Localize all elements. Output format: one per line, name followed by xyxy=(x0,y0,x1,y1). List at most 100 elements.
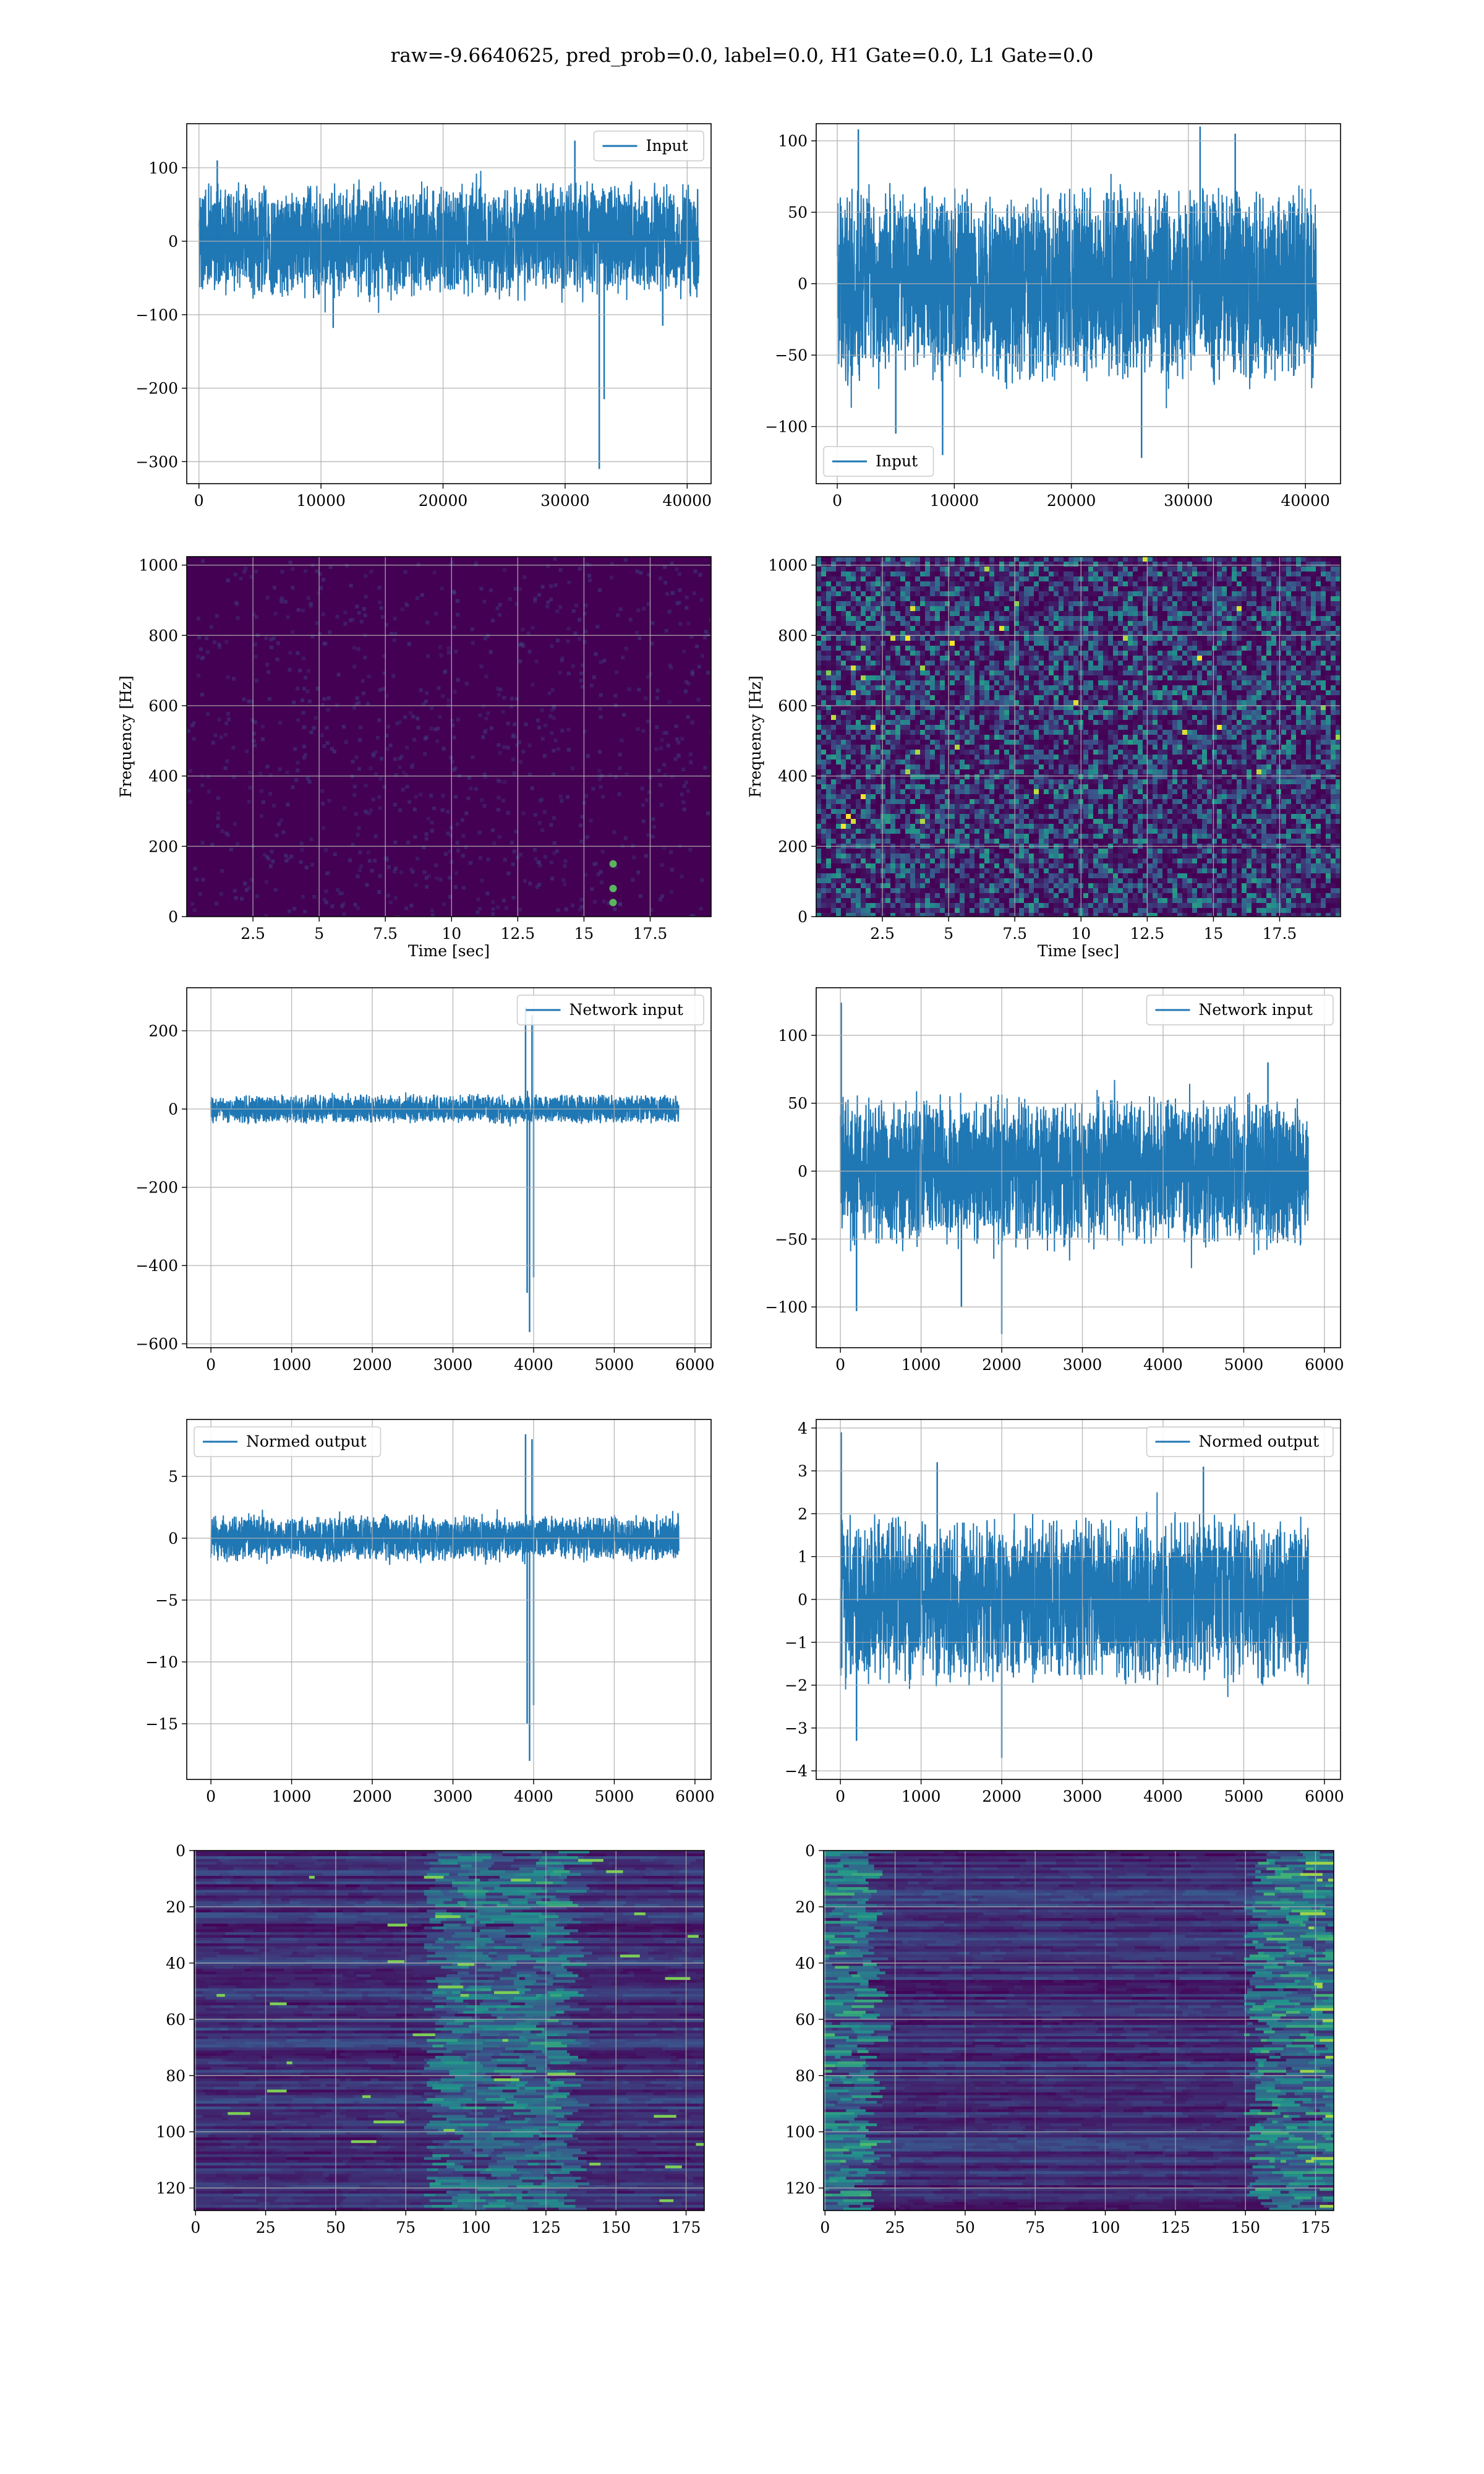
x-tick-label: 5 xyxy=(944,925,953,943)
y-tick-label: 200 xyxy=(778,837,808,855)
y-tick-label: −400 xyxy=(135,1257,178,1275)
y-tick-label: −200 xyxy=(135,1179,178,1197)
ticks: 0 10000 20000 30000 40000 −100 −50 0 50 100 xyxy=(765,132,1330,510)
legend-label: Network input xyxy=(1199,1001,1313,1019)
grid xyxy=(824,1851,1334,2211)
ticks: 0 1000 2000 3000 4000 5000 6000 −4 −3 −2 −1 0 1 2 3 4 xyxy=(785,1419,1344,1805)
x-tick-label: 3000 xyxy=(1063,1787,1102,1805)
y-tick-label: −5 xyxy=(155,1591,178,1609)
y-tick-label: 20 xyxy=(795,1898,815,1916)
subplot-2: 0 10000 20000 30000 40000 −100 −50 0 50 100 Input xyxy=(765,123,1341,510)
subplot-4: 2.5 5 7.5 10 12.5 15 17.5 0 200 400 600 800 1000 Time… xyxy=(746,556,1341,960)
y-tick-label: 60 xyxy=(166,2011,186,2029)
ticks: 0 25 50 75 100 125 150 175 0 20 40 60 80 100 120 xyxy=(785,1842,1330,2236)
x-tick-label: 2000 xyxy=(352,1356,392,1374)
y-tick-label: −100 xyxy=(765,418,808,436)
y-tick-label: 600 xyxy=(778,697,808,715)
legend: Network input xyxy=(1146,995,1334,1025)
x-tick-label: 3000 xyxy=(433,1787,473,1805)
x-tick-label: 25 xyxy=(256,2219,276,2236)
axes-frame xyxy=(816,123,1341,484)
y-tick-label: 0 xyxy=(798,275,808,293)
y-tick-label: 50 xyxy=(788,203,808,221)
x-tick-label: 6000 xyxy=(675,1787,715,1805)
x-tick-label: 20000 xyxy=(1047,492,1096,510)
y-tick-label: 20 xyxy=(166,1898,186,1916)
axes-frame xyxy=(194,1850,705,2211)
y-tick-label: 50 xyxy=(788,1095,808,1113)
x-tick-label: 75 xyxy=(396,2219,416,2236)
y-tick-label: 0 xyxy=(798,1162,808,1180)
ticks: 0 10000 20000 30000 40000 −300 −200 −100 0 100 xyxy=(135,159,712,510)
legend: Normed output xyxy=(1146,1426,1334,1457)
x-tick-label: 4000 xyxy=(1143,1787,1183,1805)
x-tick-label: 6000 xyxy=(1305,1356,1344,1374)
plot-area xyxy=(187,124,711,484)
x-tick-label: 1000 xyxy=(272,1787,312,1805)
y-tick-label: 80 xyxy=(166,2067,186,2085)
y-tick-label: 200 xyxy=(148,1022,178,1040)
y-tick-label: −1 xyxy=(785,1633,808,1651)
y-tick-label: 0 xyxy=(168,1530,178,1547)
x-tick-label: 5 xyxy=(314,925,324,943)
plot-area xyxy=(194,1851,704,2211)
x-tick-label: 150 xyxy=(1230,2219,1260,2236)
ticks: 0 1000 2000 3000 4000 5000 6000 −15 −10 −5 0 5 xyxy=(145,1468,714,1805)
x-tick-label: 0 xyxy=(206,1787,216,1805)
x-tick-label: 2000 xyxy=(982,1787,1021,1805)
y-axis-label: Frequency [Hz] xyxy=(746,675,764,798)
y-tick-label: −15 xyxy=(145,1715,178,1733)
plot-area xyxy=(824,1851,1334,2211)
legend-label: Normed output xyxy=(246,1432,367,1450)
y-tick-label: 5 xyxy=(168,1468,178,1486)
x-axis-label: Time [sec] xyxy=(408,942,490,960)
grid xyxy=(187,557,711,917)
x-tick-label: 30000 xyxy=(1164,492,1213,510)
plot-area xyxy=(816,557,1341,917)
x-tick-label: 5000 xyxy=(595,1787,634,1805)
legend-label: Network input xyxy=(569,1001,683,1019)
x-tick-label: 10 xyxy=(1071,925,1091,943)
figure-suptitle: raw=-9.6640625, pred_prob=0.0, label=0.0… xyxy=(391,45,1094,67)
legend: Network input xyxy=(516,995,704,1025)
series-line xyxy=(840,1080,1309,1269)
x-tick-label: 7.5 xyxy=(1002,925,1027,943)
y-tick-label: 400 xyxy=(148,768,178,785)
y-tick-label: 40 xyxy=(166,1954,186,1972)
plot-area xyxy=(187,1419,711,1779)
x-tick-label: 100 xyxy=(1091,2219,1120,2236)
ticks: 0 1000 2000 3000 4000 5000 6000 −600 −400 −200 0 20… xyxy=(135,1022,714,1374)
x-tick-label: 30000 xyxy=(540,492,590,510)
y-tick-label: 0 xyxy=(798,1591,808,1609)
grid xyxy=(816,124,1341,484)
x-axis-label: Time [sec] xyxy=(1038,942,1119,960)
x-tick-label: 10 xyxy=(441,925,461,943)
y-tick-label: 100 xyxy=(778,132,808,150)
x-tick-label: 15 xyxy=(574,925,594,943)
y-tick-label: 100 xyxy=(778,1027,808,1045)
x-tick-label: 17.5 xyxy=(1263,925,1297,943)
x-tick-label: 0 xyxy=(835,1787,845,1805)
legend-label: Input xyxy=(876,452,918,470)
grid xyxy=(187,124,711,484)
x-tick-label: 4000 xyxy=(514,1356,553,1374)
series-line xyxy=(837,174,1318,409)
y-tick-label: 1000 xyxy=(768,557,808,575)
y-tick-label: 0 xyxy=(168,1100,178,1118)
heatmap-cells xyxy=(816,557,1341,917)
y-tick-label: −3 xyxy=(785,1719,808,1737)
plot-area xyxy=(816,124,1341,484)
x-tick-label: 1000 xyxy=(902,1356,941,1374)
x-tick-label: 75 xyxy=(1025,2219,1045,2236)
x-tick-label: 10000 xyxy=(296,492,346,510)
x-tick-label: 2.5 xyxy=(870,925,895,943)
x-tick-label: 0 xyxy=(832,492,842,510)
legend: Input xyxy=(823,446,934,477)
y-tick-label: −100 xyxy=(765,1298,808,1316)
y-tick-label: 600 xyxy=(148,697,178,715)
x-tick-label: 2.5 xyxy=(241,925,265,943)
heatmap-cells xyxy=(187,557,711,917)
x-tick-label: 50 xyxy=(326,2219,346,2236)
grid xyxy=(187,988,711,1348)
